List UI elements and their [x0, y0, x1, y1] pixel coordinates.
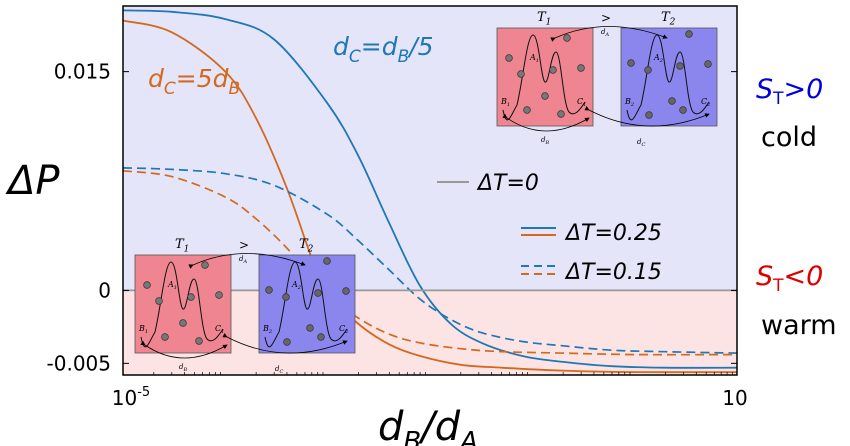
inset-particle	[523, 106, 531, 114]
inset-label-c2: C2	[339, 324, 348, 335]
inset-label-c1: C1	[577, 97, 586, 108]
x-tick-label-0: 10-5	[112, 385, 150, 410]
inset-particle	[283, 338, 291, 346]
series-line-3	[123, 169, 737, 356]
inset-label-db: dB	[541, 136, 549, 146]
inset-title-t2: T2	[661, 10, 676, 28]
inset-title-t1: T1	[175, 237, 189, 255]
inset-greater: >	[239, 238, 249, 252]
legend-label-0: ΔT=0	[476, 171, 539, 196]
inset-particle	[317, 333, 325, 341]
inset-particle	[563, 34, 571, 42]
inset-landscape-left	[502, 34, 586, 121]
inset-particle	[627, 59, 635, 67]
side-label-warm: ST<0	[756, 261, 823, 296]
inset-label-a1: A1	[529, 53, 539, 64]
series-line-2	[123, 167, 737, 354]
inset-arrow-db	[502, 113, 590, 132]
inset-particle	[645, 111, 653, 119]
legend-label-1: ΔT=0.25	[564, 221, 662, 246]
inset-label-da: dA	[601, 28, 609, 38]
inset-label-a2: A2	[653, 53, 663, 64]
x-axis-label: dB/dA	[378, 404, 478, 446]
inset-particle	[668, 97, 676, 105]
inset-arrow-db	[140, 340, 228, 359]
inset-particle	[314, 289, 322, 297]
inset-particle	[685, 30, 693, 38]
inset-particle	[505, 54, 513, 62]
inset-particle	[265, 286, 273, 294]
inset-label-b2: B2	[262, 324, 272, 335]
inset-particle	[541, 92, 549, 100]
inset-label-b1: B1	[138, 324, 148, 335]
inset-particle	[676, 62, 684, 70]
side-label-cold: ST>0	[756, 74, 823, 109]
legend-label-2: ΔT=0.15	[564, 260, 662, 285]
inset-particle	[577, 64, 585, 72]
inset-particle	[282, 293, 290, 301]
inset-particle	[155, 297, 163, 305]
inset-particle	[704, 60, 712, 68]
inset-particle	[215, 291, 223, 299]
inset-box-left	[134, 254, 232, 354]
inset-particle	[306, 324, 314, 332]
inset-label-c2: C2	[701, 97, 710, 108]
y-tick-label-2: -0.005	[47, 351, 111, 375]
inset-greater: >	[601, 11, 611, 25]
inset-particle	[557, 110, 565, 118]
y-axis-label: ΔP	[5, 158, 60, 204]
inset-particle	[342, 287, 350, 295]
inset-title-t1: T1	[537, 10, 551, 28]
plot-frame	[122, 5, 738, 376]
inset-particle	[201, 261, 209, 269]
inset-particle	[323, 257, 331, 265]
inset-particle	[549, 66, 557, 74]
inset-arrow-dc	[584, 106, 710, 127]
inset-label-da: dA	[239, 255, 247, 265]
annotation-orange: dC=5dB	[148, 64, 240, 99]
x-tick-label-1: 10	[722, 386, 747, 410]
inset-particle	[644, 66, 652, 74]
inset-label-a1: A1	[167, 280, 177, 291]
inset-label-b2: B2	[624, 97, 634, 108]
side-word-cold: cold	[761, 122, 817, 153]
inset-label-dc: dC	[275, 365, 283, 375]
inset-arrow-dc	[222, 333, 348, 354]
inset-label-db: dB	[179, 363, 187, 373]
y-tick-label-0: 0.015	[54, 60, 111, 84]
inset-top: T1 > T2 A1 A2 B1 B2 C1 C2 dA dB dC	[496, 10, 718, 148]
inset-particle	[679, 106, 687, 114]
inset-label-dc: dC	[637, 138, 645, 148]
inset-particle	[517, 70, 525, 78]
inset-arrow-da	[550, 26, 668, 42]
annotation-blue: dC=dB/5	[333, 32, 434, 67]
inset-particle	[195, 337, 203, 345]
inset-particle	[161, 333, 169, 341]
inset-label-b1: B1	[500, 97, 510, 108]
series-line-0	[123, 9, 737, 369]
inset-title-t2: T2	[299, 237, 314, 255]
inset-label-c1: C1	[215, 324, 224, 335]
inset-particle	[187, 293, 195, 301]
side-word-warm: warm	[761, 310, 837, 341]
inset-landscape-left	[140, 261, 224, 348]
inset-box-left	[496, 27, 594, 127]
inset-bottom: T1 > T2 A1 A2 B1 B2 C1 C2 dA dB dC	[134, 237, 356, 375]
inset-particle	[143, 281, 151, 289]
inset-particle	[179, 319, 187, 327]
y-tick-label-1: 0	[98, 278, 111, 302]
inset-label-a2: A2	[291, 280, 301, 291]
series-line-1	[123, 19, 737, 374]
inset-arrow-da	[188, 253, 306, 269]
